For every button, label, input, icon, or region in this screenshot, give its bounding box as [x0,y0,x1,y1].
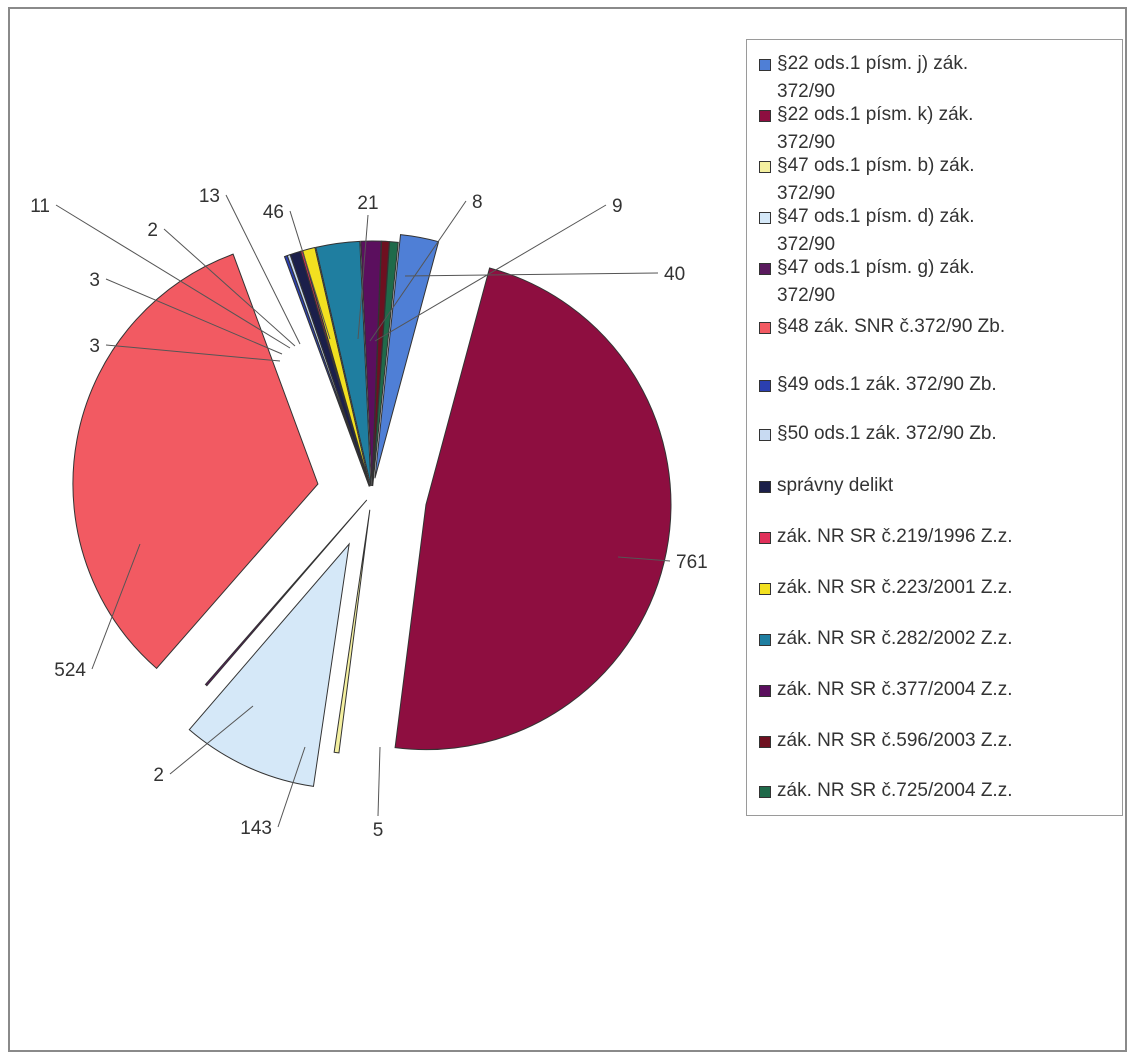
leader-line [357,214,369,340]
data-label: 40 [664,264,685,285]
pie-slice [372,241,399,487]
legend-swatch [759,429,771,441]
legend-item: zák. NR SR č.282/2002 Z.z. [759,625,1119,653]
data-label: 143 [240,818,272,839]
legend-item: §22 ods.1 písm. j) zák. 372/90 [759,50,1119,106]
data-label: 3 [89,336,100,357]
legend-swatch [759,736,771,748]
pie-chart: 40 761 5 143 2 524 3 3 11 2 13 46 21 8 9 [30,186,707,841]
legend-swatch [759,634,771,646]
leader-line [289,210,331,340]
leader-line [404,272,659,277]
legend-label: správny delikt [777,475,894,496]
pie-slice [333,509,371,754]
legend-label: zák. NR SR č.282/2002 Z.z. [777,628,1013,649]
legend-swatch [759,263,771,275]
leader-line [169,705,254,775]
legend-swatch [759,322,771,334]
pie-slice [315,240,372,487]
legend-label: zák. NR SR č.377/2004 Z.z. [777,679,1013,700]
legend-label: §47 ods.1 písm. b) zák. 372/90 [777,155,975,204]
legend-item: správny delikt [759,472,1119,500]
legend-label: §48 zák. SNR č.372/90 Zb. [777,316,1006,337]
legend-label: zák. NR SR č.725/2004 Z.z. [777,780,1013,801]
data-label: 2 [147,220,158,241]
legend-item: §47 ods.1 písm. d) zák. 372/90 [759,203,1119,259]
legend-item: §22 ods.1 písm. k) zák. 372/90 [759,101,1119,157]
legend-swatch [759,212,771,224]
legend: §22 ods.1 písm. j) zák. 372/90 §22 ods.1 … [746,39,1123,816]
data-label: 11 [30,196,50,217]
legend-swatch [759,532,771,544]
leader-line [105,278,283,355]
data-labels: 40 761 5 143 2 524 3 3 11 2 13 46 21 8 9 [30,186,707,841]
leader-line [225,194,301,345]
legend-label: §49 ods.1 zák. 372/90 Zb. [777,374,997,395]
data-label: 21 [357,193,378,214]
leader-line [105,344,281,362]
legend-item: zák. NR SR č.377/2004 Z.z. [759,676,1119,704]
legend-swatch [759,481,771,493]
legend-item: zák. NR SR č.596/2003 Z.z. [759,727,1119,755]
data-label: 8 [472,192,483,213]
data-label: 761 [676,552,708,573]
legend-swatch [759,59,771,71]
legend-label: §47 ods.1 písm. g) zák. 372/90 [777,257,975,306]
legend-swatch [759,161,771,173]
legend-item: §50 ods.1 zák. 372/90 Zb. [759,420,1119,448]
legend-item: §47 ods.1 písm. g) zák. 372/90 [759,254,1119,310]
legend-label: §50 ods.1 zák. 372/90 Zb. [777,423,997,444]
data-label: 2 [153,765,164,786]
legend-label: zák. NR SR č.596/2003 Z.z. [777,730,1013,751]
leader-line [369,200,467,342]
pie-slice [394,267,672,751]
legend-item: zák. NR SR č.725/2004 Z.z. [759,777,1119,805]
leader-line [277,746,306,828]
legend-item: §48 zák. SNR č.372/90 Zb. [759,313,1119,341]
data-label: 5 [373,820,384,841]
legend-item: §49 ods.1 zák. 372/90 Zb. [759,371,1119,399]
leader-line [163,228,296,347]
leader-line [91,543,141,670]
data-label: 9 [612,196,623,217]
legend-item: zák. NR SR č.223/2001 Z.z. [759,574,1119,602]
leader-line [55,204,291,349]
leader-line [374,204,607,342]
legend-label: §22 ods.1 písm. j) zák. 372/90 [777,53,969,102]
legend-swatch [759,380,771,392]
legend-label: zák. NR SR č.223/2001 Z.z. [777,577,1013,598]
legend-swatch [759,786,771,798]
leader-line [377,746,381,817]
legend-item: zák. NR SR č.219/1996 Z.z. [759,523,1119,551]
data-label: 13 [199,186,220,207]
pie-slice [72,253,319,670]
chart-frame: 40 761 5 143 2 524 3 3 11 2 13 46 21 8 9 §22 ods.1 pís… [8,7,1127,1052]
legend-label: §47 ods.1 písm. d) zák. 372/90 [777,206,975,255]
data-label: 524 [54,660,86,681]
legend-swatch [759,685,771,697]
legend-label: zák. NR SR č.219/1996 Z.z. [777,526,1013,547]
legend-swatch [759,110,771,122]
pie-slices [72,234,672,787]
legend-item: §47 ods.1 písm. b) zák. 372/90 [759,152,1119,208]
legend-label: §22 ods.1 písm. k) zák. 372/90 [777,104,974,153]
data-label: 3 [89,270,100,291]
data-label: 46 [263,202,284,223]
legend-swatch [759,583,771,595]
pie-slice [204,499,368,687]
leader-line [617,556,671,562]
